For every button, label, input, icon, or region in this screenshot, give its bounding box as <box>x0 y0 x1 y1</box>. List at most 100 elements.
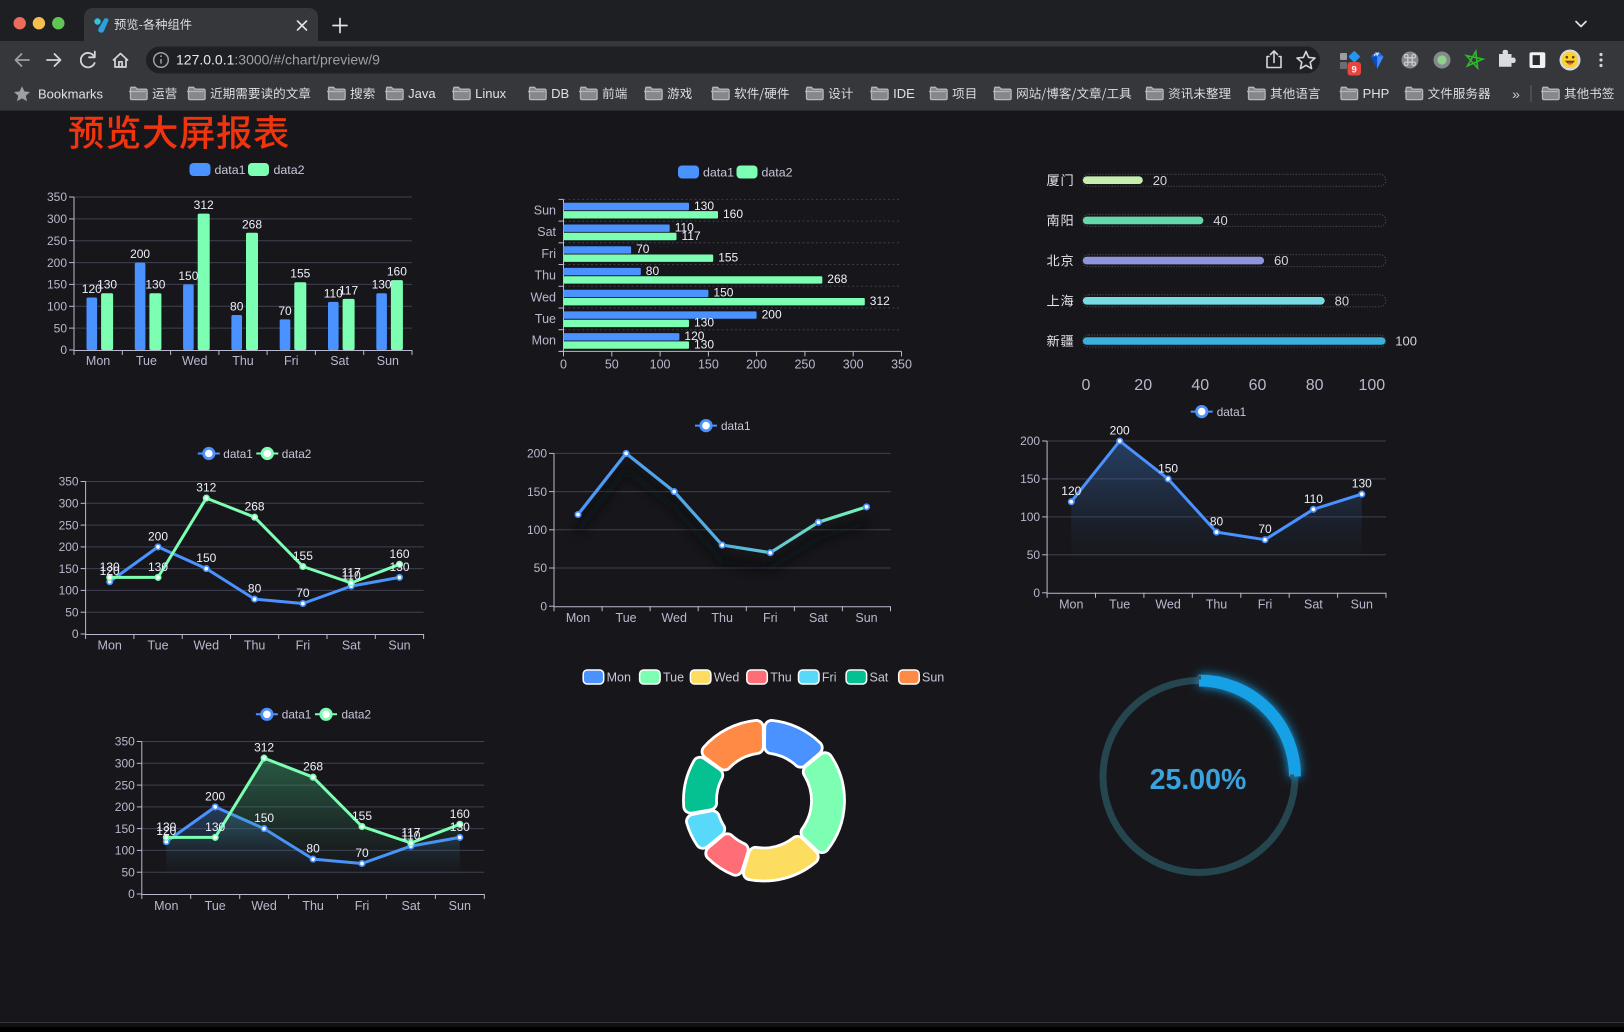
svg-text:80: 80 <box>306 842 320 856</box>
svg-text:200: 200 <box>205 789 225 803</box>
svg-text:130: 130 <box>156 820 176 834</box>
svg-text:data1: data1 <box>223 447 253 461</box>
svg-text:40: 40 <box>1213 213 1227 228</box>
svg-text:Sat: Sat <box>402 899 421 913</box>
svg-text:200: 200 <box>1110 424 1130 438</box>
svg-text:117: 117 <box>682 229 701 243</box>
svg-text:25.00%: 25.00% <box>1150 764 1247 796</box>
svg-text:Wed: Wed <box>251 899 277 913</box>
svg-text:300: 300 <box>843 357 864 371</box>
svg-text:Wed: Wed <box>182 354 208 368</box>
svg-text:200: 200 <box>1020 434 1040 448</box>
svg-text:110: 110 <box>401 829 420 843</box>
svg-text:data1: data1 <box>1217 405 1247 419</box>
svg-text:Sat: Sat <box>870 671 889 685</box>
svg-text:Tue: Tue <box>147 639 168 653</box>
svg-text:200: 200 <box>527 447 547 461</box>
svg-text:Sat: Sat <box>1304 598 1323 612</box>
svg-text:Thu: Thu <box>770 671 792 685</box>
svg-text:Sat: Sat <box>330 354 349 368</box>
svg-text:Fri: Fri <box>1258 598 1273 612</box>
svg-text:200: 200 <box>746 357 767 371</box>
svg-text:250: 250 <box>59 518 79 532</box>
svg-text:117: 117 <box>401 826 420 840</box>
svg-text:data2: data2 <box>282 447 312 461</box>
svg-text:120: 120 <box>156 824 176 838</box>
svg-text:250: 250 <box>115 778 135 792</box>
svg-text:70: 70 <box>1258 522 1272 536</box>
svg-text:data2: data2 <box>342 708 372 722</box>
svg-text:Tue: Tue <box>205 899 226 913</box>
svg-text:0: 0 <box>560 357 567 371</box>
svg-text:Thu: Thu <box>534 269 556 283</box>
svg-text:268: 268 <box>245 500 265 514</box>
svg-text:Thu: Thu <box>1206 598 1228 612</box>
svg-text:160: 160 <box>389 547 409 561</box>
svg-text:130: 130 <box>694 316 714 330</box>
svg-text:130: 130 <box>694 199 714 213</box>
svg-text:Sat: Sat <box>809 611 828 625</box>
svg-text:150: 150 <box>254 811 274 825</box>
svg-text:150: 150 <box>115 822 135 836</box>
svg-text:50: 50 <box>534 561 548 575</box>
svg-text:50: 50 <box>65 605 79 619</box>
svg-text:300: 300 <box>47 212 67 226</box>
svg-text:268: 268 <box>242 217 262 231</box>
svg-text:20: 20 <box>1134 377 1152 394</box>
svg-text:130: 130 <box>372 278 392 292</box>
svg-text:50: 50 <box>54 321 68 335</box>
svg-text:100: 100 <box>527 523 547 537</box>
svg-text:110: 110 <box>342 569 361 583</box>
svg-text:200: 200 <box>59 540 79 554</box>
svg-text:300: 300 <box>59 497 79 511</box>
svg-text:130: 130 <box>205 820 225 834</box>
svg-text:Fri: Fri <box>296 639 311 653</box>
svg-text:312: 312 <box>870 294 890 308</box>
svg-text:Mon: Mon <box>154 899 178 913</box>
svg-text:100: 100 <box>1395 334 1417 349</box>
svg-text:Sat: Sat <box>342 639 361 653</box>
svg-text:Tue: Tue <box>1109 598 1130 612</box>
svg-text:Wed: Wed <box>714 671 740 685</box>
svg-text:150: 150 <box>527 485 547 499</box>
svg-text:Sat: Sat <box>537 225 556 239</box>
svg-text:Tue: Tue <box>663 671 684 685</box>
svg-text:Mon: Mon <box>1059 598 1083 612</box>
svg-text:data1: data1 <box>703 166 734 180</box>
svg-text:117: 117 <box>339 283 358 297</box>
svg-text:Wed: Wed <box>1155 598 1181 612</box>
svg-text:data2: data2 <box>274 163 305 177</box>
svg-text:150: 150 <box>713 286 733 300</box>
svg-text:155: 155 <box>290 267 310 281</box>
svg-text:50: 50 <box>121 865 135 879</box>
svg-text:Thu: Thu <box>232 354 254 368</box>
svg-text:Fri: Fri <box>763 611 778 625</box>
svg-text:Sun: Sun <box>534 204 556 218</box>
svg-text:data1: data1 <box>282 708 312 722</box>
svg-text:Tue: Tue <box>616 611 637 625</box>
svg-text:70: 70 <box>355 846 369 860</box>
svg-text:200: 200 <box>148 529 168 543</box>
svg-text:312: 312 <box>254 741 274 755</box>
svg-text:Fri: Fri <box>822 671 837 685</box>
svg-text:350: 350 <box>47 190 67 204</box>
svg-text:120: 120 <box>1061 484 1081 498</box>
svg-text:110: 110 <box>675 221 694 235</box>
svg-text:150: 150 <box>1158 461 1178 475</box>
svg-text:160: 160 <box>387 265 407 279</box>
svg-text:100: 100 <box>1358 377 1385 394</box>
svg-text:150: 150 <box>47 278 67 292</box>
svg-text:150: 150 <box>698 357 719 371</box>
svg-text:250: 250 <box>47 234 67 248</box>
svg-text:50: 50 <box>605 357 619 371</box>
svg-text:200: 200 <box>130 247 150 261</box>
svg-text:PHP: PHP <box>1363 86 1390 101</box>
svg-text:200: 200 <box>762 307 782 321</box>
svg-text:130: 130 <box>1352 477 1372 491</box>
svg-text:80: 80 <box>1306 377 1324 394</box>
svg-text:70: 70 <box>636 242 650 256</box>
svg-text:IDE: IDE <box>893 86 915 101</box>
svg-text:Mon: Mon <box>98 639 122 653</box>
svg-text:Tue: Tue <box>535 312 556 326</box>
svg-text:Wed: Wed <box>531 290 557 304</box>
